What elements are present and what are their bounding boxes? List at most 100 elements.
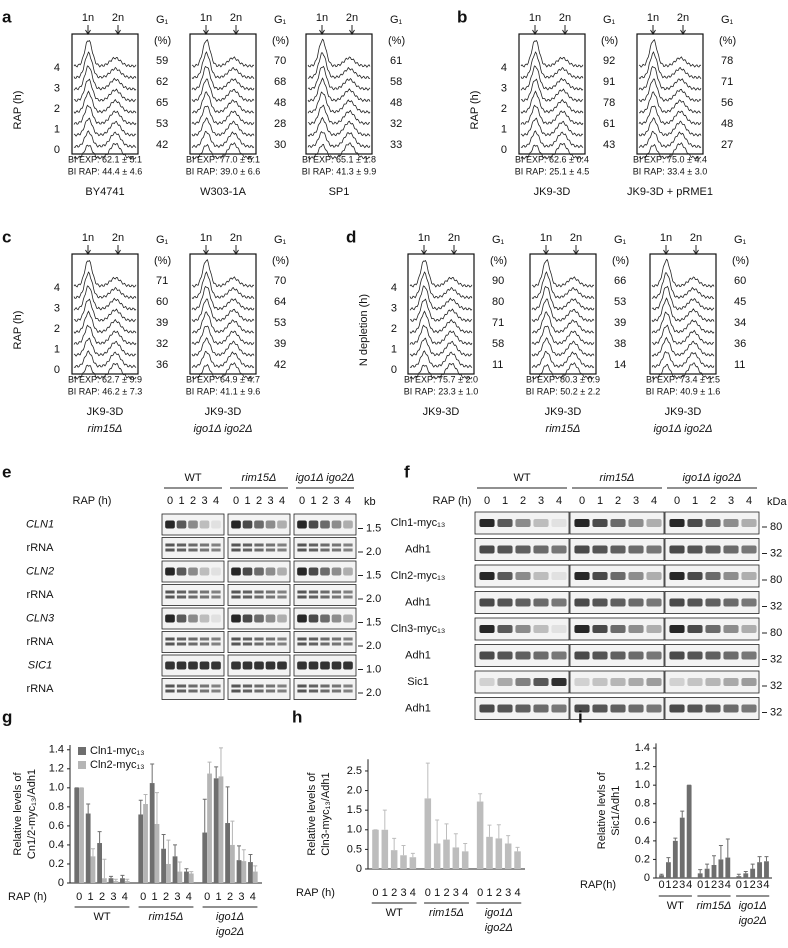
band — [231, 689, 241, 693]
band — [320, 689, 330, 693]
band — [254, 614, 264, 623]
band — [331, 595, 342, 599]
group-label: igo1Δ — [216, 911, 244, 923]
bi-exp: BI EXP: 62.7 ± 9.9 — [68, 374, 142, 384]
panel-letter: a — [2, 7, 12, 26]
group-label: rim15Δ — [242, 472, 277, 484]
band — [308, 595, 319, 599]
group-label: rim15Δ — [149, 911, 184, 923]
band — [610, 678, 626, 686]
band — [231, 590, 241, 594]
band — [254, 689, 264, 693]
band — [277, 614, 287, 623]
g1-value: 58 — [492, 338, 504, 350]
bar — [79, 787, 84, 883]
band — [231, 595, 241, 599]
band — [741, 704, 757, 713]
error-bar — [230, 820, 235, 845]
histogram-trace — [531, 271, 595, 300]
y-axis-label: RAP (h) — [12, 311, 24, 350]
band — [574, 625, 590, 633]
bar — [248, 862, 253, 883]
band — [687, 625, 703, 633]
band — [343, 684, 353, 688]
row-label: rRNA — [27, 683, 55, 695]
y-axis-label: N depletion (h) — [358, 294, 370, 366]
g1-unit: (%) — [388, 35, 405, 47]
band — [242, 590, 253, 594]
error-bar — [166, 839, 171, 864]
band — [165, 614, 175, 623]
histogram-trace — [651, 272, 715, 300]
band — [331, 548, 342, 552]
band — [254, 567, 264, 576]
hour-label: 4 — [54, 282, 60, 294]
band — [687, 545, 703, 554]
histogram-trace — [73, 143, 137, 160]
error-bar — [382, 809, 387, 830]
band — [669, 678, 685, 686]
band — [331, 637, 342, 641]
band — [176, 595, 187, 599]
y-tick-label: 0 — [644, 872, 650, 884]
band — [687, 678, 703, 686]
error-bar — [225, 786, 230, 824]
bi-rap: BI RAP: 23.3 ± 1.0 — [404, 386, 478, 396]
y-axis-label: RAP (h) — [12, 91, 24, 130]
histogram-trace — [531, 325, 595, 346]
error-bar — [189, 871, 194, 874]
bar — [424, 798, 432, 869]
histogram-trace — [531, 337, 595, 357]
histogram-trace — [307, 38, 371, 68]
band — [687, 598, 703, 607]
lane-label: 2 — [256, 495, 262, 507]
y-axis-label: Relative levels of — [306, 772, 318, 856]
band — [592, 625, 608, 633]
histogram-box — [636, 33, 704, 155]
band — [479, 625, 495, 633]
lane-label: 3 — [201, 495, 207, 507]
hour-label: 0 — [391, 364, 397, 376]
error-bar — [736, 873, 741, 877]
peak-label: 2n — [677, 12, 689, 24]
band — [231, 614, 241, 623]
band — [320, 614, 330, 623]
blot-frame — [161, 678, 225, 700]
hour-label: 1 — [501, 123, 507, 135]
histogram-box — [189, 33, 257, 155]
g1-unit: (%) — [601, 35, 618, 47]
bi-rap: BI RAP: 33.4 ± 3.0 — [633, 166, 707, 176]
histogram-trace — [73, 104, 137, 126]
x-tick-label: 2 — [391, 887, 397, 899]
histogram-trace — [73, 363, 137, 380]
band — [610, 625, 626, 633]
band — [343, 661, 353, 670]
band — [497, 625, 513, 633]
band — [265, 614, 276, 623]
band — [551, 704, 567, 713]
error-bar — [202, 798, 207, 833]
group-label: igo1Δ — [739, 900, 767, 912]
y-tick-label: 1.0 — [635, 779, 650, 791]
lane-label: 3 — [333, 495, 339, 507]
band — [199, 614, 210, 623]
band — [646, 545, 662, 554]
band — [265, 642, 276, 646]
band — [242, 567, 253, 576]
bar — [143, 804, 148, 883]
hour-label: 4 — [391, 282, 397, 294]
x-tick-label: 2 — [163, 891, 169, 903]
band — [497, 704, 513, 713]
band — [308, 684, 319, 688]
band — [277, 684, 287, 688]
band — [231, 661, 241, 670]
band — [533, 651, 549, 660]
bar — [207, 773, 212, 883]
histogram-trace — [409, 298, 473, 323]
band — [705, 519, 721, 527]
y-axis-label: Cn1/2-myc₁₃/Adh1 — [26, 769, 38, 859]
histogram-trace — [520, 51, 584, 80]
g1-value: 61 — [603, 118, 615, 130]
band — [479, 519, 495, 527]
error-bar — [666, 857, 671, 863]
